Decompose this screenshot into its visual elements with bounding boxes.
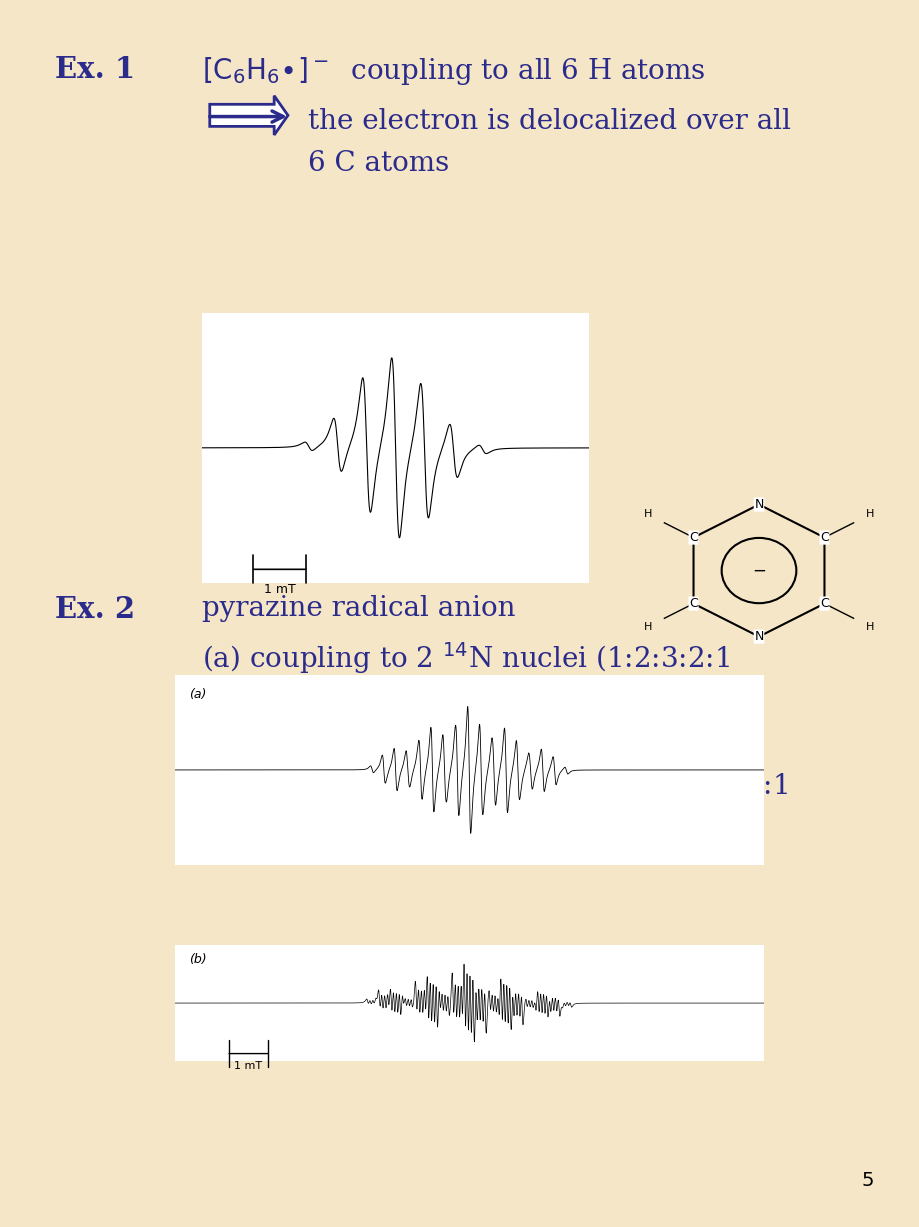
Text: 1 mT: 1 mT — [234, 1061, 262, 1071]
Text: $[\mathrm{C_6H_6{\bullet}}]^-$  coupling to all 6 H atoms: $[\mathrm{C_6H_6{\bullet}}]^-$ coupling … — [202, 55, 705, 87]
Text: (b): (b) — [189, 952, 207, 966]
Text: N: N — [754, 631, 763, 643]
Text: C: C — [819, 598, 828, 610]
Text: H: H — [642, 509, 652, 519]
Text: (a): (a) — [189, 687, 207, 701]
Text: Ex. 1: Ex. 1 — [55, 55, 135, 85]
Text: further into 1:4:6:4:1 quintet: further into 1:4:6:4:1 quintet — [257, 726, 665, 753]
Text: pyrazine radical anion: pyrazine radical anion — [202, 595, 516, 622]
Text: C: C — [688, 531, 698, 544]
FancyArrow shape — [210, 96, 288, 135]
Text: (b) Na$^+$ salt, further splitting into 1:1:1:1: (b) Na$^+$ salt, further splitting into … — [202, 769, 788, 804]
Text: H: H — [865, 509, 874, 519]
Text: N: N — [754, 498, 763, 510]
Text: Ex. 2: Ex. 2 — [55, 595, 135, 625]
Text: the electron is delocalized over all: the electron is delocalized over all — [308, 108, 790, 135]
Text: quartet: quartet — [257, 812, 361, 839]
Text: quintet), and split by 4 H atoms: quintet), and split by 4 H atoms — [257, 683, 703, 710]
Text: 6 C atoms: 6 C atoms — [308, 150, 449, 177]
Text: C: C — [819, 531, 828, 544]
Text: H: H — [865, 622, 874, 632]
Text: C: C — [688, 598, 698, 610]
Text: −: − — [751, 562, 766, 579]
Text: 1 mT: 1 mT — [264, 583, 295, 596]
Text: (a) coupling to 2 $^{14}$N nuclei (1:2:3:2:1: (a) coupling to 2 $^{14}$N nuclei (1:2:3… — [202, 640, 730, 676]
Text: 5: 5 — [860, 1172, 873, 1190]
Text: H: H — [642, 622, 652, 632]
